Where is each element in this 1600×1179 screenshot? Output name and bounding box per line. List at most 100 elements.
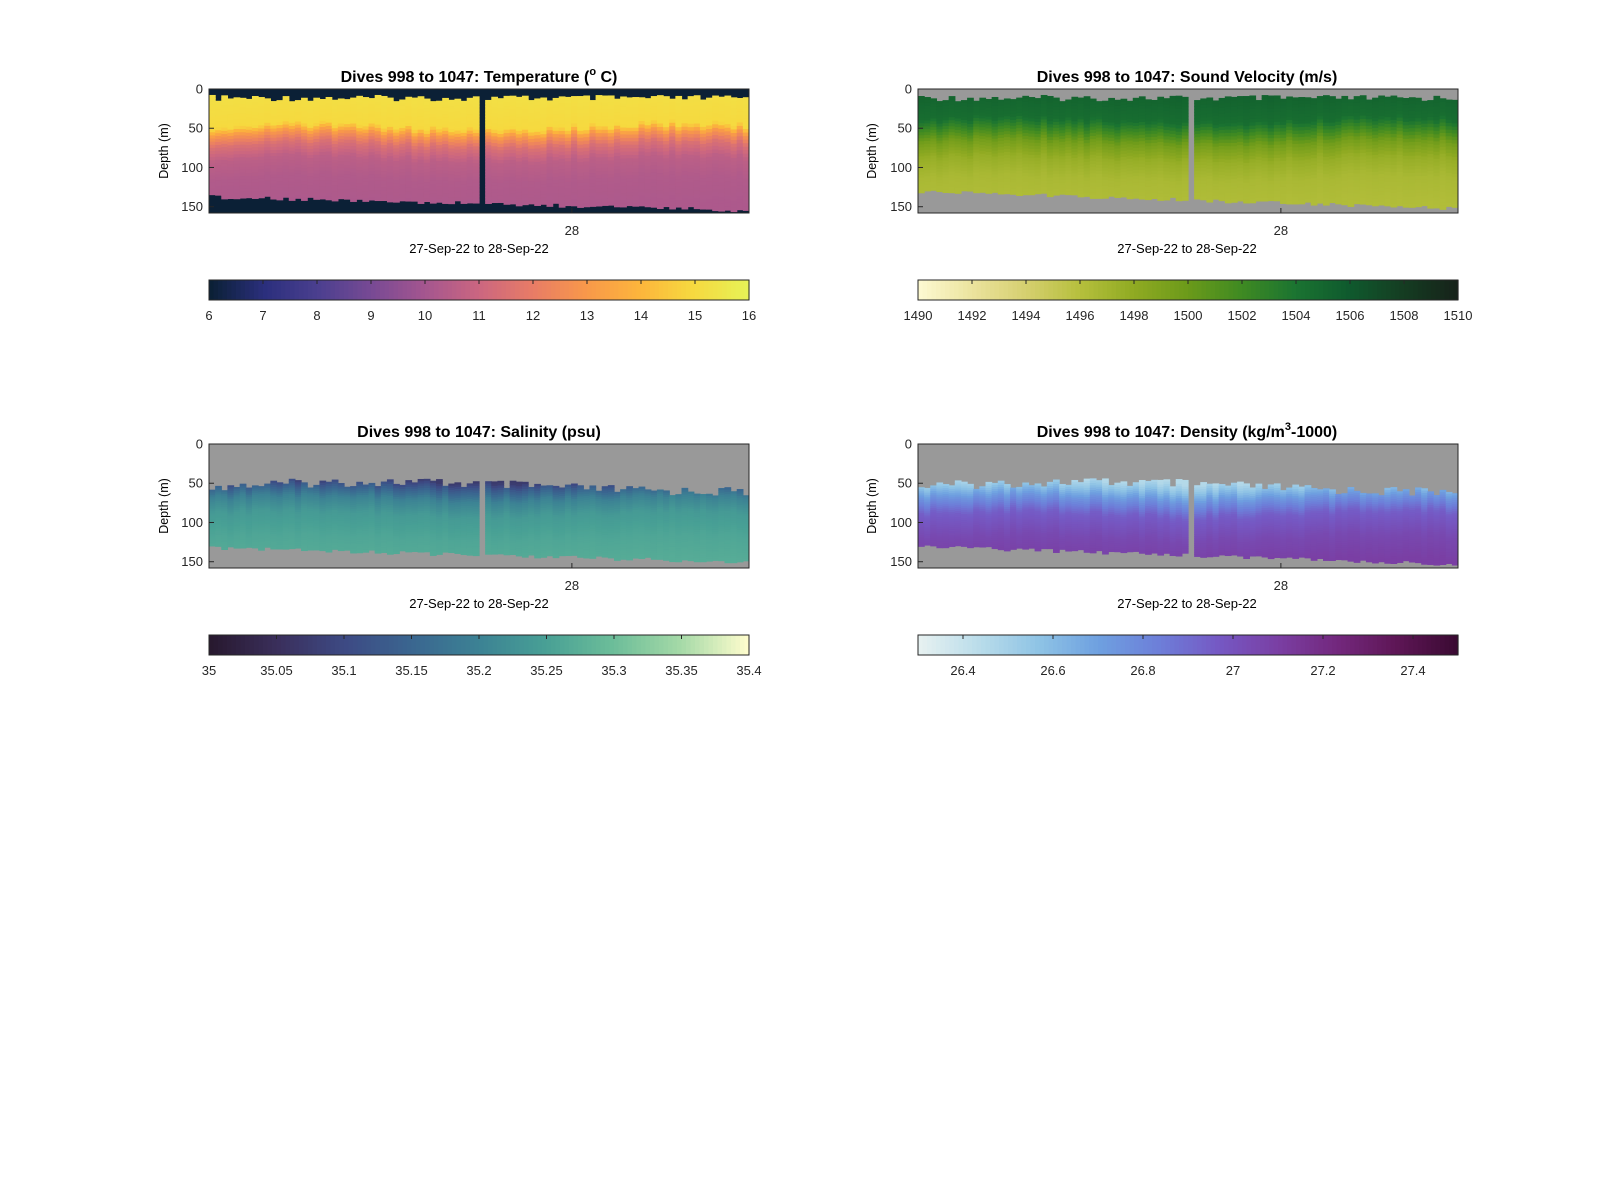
heatmap-cell xyxy=(448,151,456,156)
heatmap-cell xyxy=(718,175,726,180)
heatmap-cell xyxy=(282,137,290,141)
x-axis-ticks: 28 xyxy=(565,208,579,238)
heatmap-cell xyxy=(325,148,333,153)
heatmap-cell xyxy=(264,150,271,154)
heatmap-cell xyxy=(497,104,505,109)
heatmap-cell xyxy=(282,146,290,151)
heatmap-cell xyxy=(1169,124,1177,129)
heatmap-cell xyxy=(638,158,646,163)
heatmap-cell xyxy=(991,180,999,184)
heatmap-cell xyxy=(245,108,253,112)
colorbar-segment xyxy=(722,280,728,300)
heatmap-cell xyxy=(1028,133,1036,138)
heatmap-cell xyxy=(319,148,327,153)
heatmap-cell xyxy=(1016,149,1023,154)
heatmap-cell xyxy=(546,199,554,204)
heatmap-cell xyxy=(374,137,382,142)
heatmap-cell xyxy=(1034,163,1042,168)
heatmap-cell xyxy=(288,104,296,109)
heatmap-cell xyxy=(1304,179,1312,183)
heatmap-cell xyxy=(1120,156,1128,161)
heatmap-cell xyxy=(730,204,738,209)
heatmap-cell xyxy=(1157,154,1165,159)
heatmap-cell xyxy=(1175,102,1183,107)
heatmap-cell xyxy=(1175,131,1183,136)
heatmap-cell xyxy=(288,132,296,136)
heatmap-cell xyxy=(411,197,419,202)
heatmap-cell xyxy=(1071,130,1079,135)
heatmap-cell xyxy=(1298,190,1306,195)
heatmap-cell xyxy=(1145,114,1152,119)
heatmap-cell xyxy=(650,113,658,118)
heatmap-cell xyxy=(307,118,314,123)
heatmap-cell xyxy=(706,122,713,127)
heatmap-cell xyxy=(227,135,235,140)
heatmap-cell xyxy=(1200,139,1208,144)
heatmap-cell xyxy=(466,127,474,132)
heatmap-cell xyxy=(215,183,222,187)
heatmap-cell xyxy=(1114,102,1122,107)
heatmap-cell xyxy=(595,160,603,165)
heatmap-cell xyxy=(221,101,229,106)
heatmap-cell xyxy=(1280,183,1287,188)
heatmap-cell xyxy=(626,181,634,186)
heatmap-cell xyxy=(1114,139,1122,144)
heatmap-cell xyxy=(356,118,364,123)
heatmap-cell xyxy=(233,125,241,130)
heatmap-cell xyxy=(313,183,321,188)
heatmap-cell xyxy=(534,118,541,123)
heatmap-cell xyxy=(1010,161,1017,166)
heatmap-cell xyxy=(313,145,321,150)
heatmap-cell xyxy=(368,104,376,109)
heatmap-cell xyxy=(429,168,437,172)
heatmap-cell xyxy=(930,118,938,122)
heatmap-cell xyxy=(552,170,560,175)
colorbar-segment xyxy=(218,280,224,300)
heatmap-cell xyxy=(245,151,253,156)
heatmap-cell xyxy=(1169,165,1177,170)
heatmap-cell xyxy=(1053,121,1060,126)
heatmap-cell xyxy=(1286,187,1293,191)
heatmap-cell xyxy=(1280,157,1287,162)
heatmap-cell xyxy=(386,156,394,161)
heatmap-cell xyxy=(423,105,431,109)
heatmap-cell xyxy=(675,137,683,142)
heatmap-cell xyxy=(276,137,284,142)
heatmap-cell xyxy=(954,118,962,122)
heatmap-cell xyxy=(1304,188,1312,193)
heatmap-cell xyxy=(1304,97,1312,102)
heatmap-cell xyxy=(742,206,749,211)
heatmap-cell xyxy=(472,146,480,151)
heatmap-cell xyxy=(1267,187,1275,192)
heatmap-cell xyxy=(227,182,235,187)
heatmap-cell xyxy=(331,106,339,110)
heatmap-cell xyxy=(209,116,216,121)
heatmap-cell xyxy=(221,185,229,190)
colorbar-segment xyxy=(245,280,251,300)
heatmap-cell xyxy=(466,124,474,128)
heatmap-cell xyxy=(1267,138,1275,143)
heatmap-cell xyxy=(1224,142,1232,147)
colorbar-segment xyxy=(353,280,359,300)
heatmap-cell xyxy=(540,127,548,132)
heatmap-cell xyxy=(362,110,370,114)
heatmap-cell xyxy=(1175,161,1183,166)
heatmap-cell xyxy=(663,96,670,101)
heatmap-cell xyxy=(411,146,419,150)
heatmap-cell xyxy=(595,122,603,127)
heatmap-cell xyxy=(282,156,290,160)
heatmap-cell xyxy=(1145,130,1152,135)
heatmap-cell xyxy=(233,141,241,146)
heatmap-cell xyxy=(644,142,652,147)
heatmap-cell xyxy=(362,168,370,173)
heatmap-cell xyxy=(472,106,480,111)
heatmap-cell xyxy=(319,102,327,106)
heatmap-cell xyxy=(1120,172,1128,176)
heatmap-cell xyxy=(209,138,216,143)
colorbar-segment xyxy=(308,280,314,300)
heatmap-cell xyxy=(1016,100,1023,105)
heatmap-cell xyxy=(948,126,956,130)
heatmap-cell xyxy=(650,120,658,125)
heatmap-cell xyxy=(712,145,719,151)
heatmap-cell xyxy=(632,195,640,200)
